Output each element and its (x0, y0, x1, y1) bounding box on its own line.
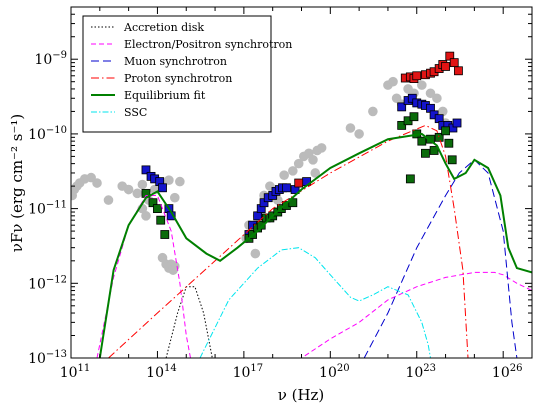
data-point-blue (141, 165, 151, 175)
series-line-3 (108, 124, 469, 358)
legend-label: SSC (124, 106, 147, 119)
x-axis-label: ν (Hz) (278, 386, 325, 404)
data-point-archival (169, 192, 180, 203)
data-point-green (421, 148, 430, 158)
data-point-archival (137, 179, 148, 190)
data-point-green (434, 132, 444, 142)
data-point-blue (397, 102, 407, 112)
data-point-blue (158, 183, 167, 193)
data-point-archival (92, 178, 102, 188)
data-point-blue (407, 93, 417, 103)
x-tick-label: 1017 (233, 363, 264, 381)
data-point-green (397, 120, 407, 130)
data-point-archival (316, 143, 327, 153)
data-point-archival (279, 170, 289, 181)
data-point-green (444, 138, 454, 148)
data-point-archival (164, 175, 174, 186)
data-point-archival (345, 123, 356, 133)
data-points (71, 51, 463, 275)
y-tick-label: 10−11 (28, 200, 67, 218)
y-tick-label: 10−9 (34, 50, 67, 68)
y-tick-label: 10−12 (28, 274, 67, 292)
data-point-archival (425, 88, 436, 99)
data-point-archival (132, 188, 143, 199)
data-point-green (417, 136, 427, 146)
legend-label: Electron/Positron synchrotron (124, 38, 292, 51)
data-point-archival (310, 168, 321, 178)
axis-ticks (70, 6, 533, 359)
data-point-red (294, 178, 304, 188)
x-tick-label: 1023 (405, 363, 436, 381)
legend: Accretion disk Electron/Positron synchrot… (82, 15, 292, 133)
legend-box (82, 15, 272, 133)
y-tick-label: 10−10 (28, 125, 67, 143)
data-point-archival (123, 184, 134, 195)
data-point-green (426, 134, 435, 144)
legend-label: Accretion disk (123, 21, 204, 34)
data-point-red (454, 66, 463, 76)
x-tick-label: 1020 (319, 363, 350, 381)
data-point-red (441, 62, 450, 71)
data-point-green (148, 198, 158, 208)
data-point-green (160, 230, 170, 239)
data-point-archival (175, 176, 185, 187)
data-point-red (445, 51, 455, 61)
series-line-1 (96, 195, 532, 358)
legend-label: Proton synchrotron (124, 72, 232, 85)
data-point-archival (432, 93, 442, 104)
data-point-archival (308, 155, 318, 165)
x-tick-label: 1026 (492, 363, 523, 381)
series-line-5 (199, 247, 431, 358)
data-point-archival (354, 129, 364, 139)
data-point-red (412, 71, 422, 81)
series-line-4 (98, 132, 532, 358)
data-point-green (256, 220, 266, 230)
data-point-green (405, 174, 415, 184)
data-point-archival (141, 211, 151, 221)
y-tick-label: 10−13 (28, 349, 67, 367)
data-point-archival (288, 166, 298, 176)
x-tick-label: 1011 (60, 363, 91, 381)
data-point-green (409, 112, 419, 122)
data-point-blue (253, 211, 263, 221)
series-line-0 (165, 286, 213, 358)
data-point-archival (250, 248, 261, 259)
data-point-green (441, 126, 450, 136)
tick-labels: 1011 1014 1017 1020 1023 1026 10−13 10−12 10−11 1… (28, 50, 522, 381)
data-point-archival (368, 106, 378, 117)
y-axis-label: νFν (erg cm⁻² s⁻¹) (8, 114, 26, 253)
x-tick-label: 1014 (146, 363, 177, 381)
data-point-archival (103, 195, 114, 205)
data-point-green (429, 146, 439, 155)
data-point-archival (86, 172, 96, 183)
data-point-archival (388, 76, 398, 87)
data-point-archival (293, 158, 304, 169)
data-point-green (153, 204, 162, 214)
data-point-blue (282, 183, 291, 193)
data-point-green (447, 155, 457, 165)
series-line-2 (363, 159, 518, 358)
data-point-red (449, 58, 459, 68)
model-curves (96, 124, 532, 358)
legend-label: Muon synchrotron (124, 55, 227, 68)
data-point-green (156, 215, 166, 225)
legend-label: Equilibrium fit (124, 89, 206, 102)
data-point-archival (417, 80, 427, 90)
data-point-blue (452, 118, 462, 128)
